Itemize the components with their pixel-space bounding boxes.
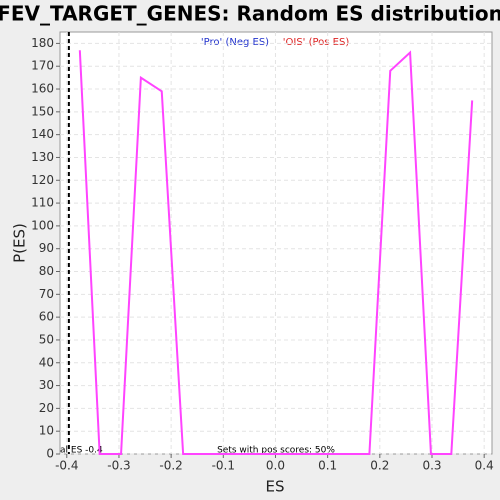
x-tick-label: 0.4: [475, 459, 494, 473]
y-tick-label: 30: [39, 378, 54, 392]
y-tick-label: 140: [31, 127, 54, 141]
y-tick-label: 70: [39, 287, 54, 301]
y-tick-label: 40: [39, 355, 54, 369]
x-tick-label: 0.2: [370, 459, 389, 473]
x-tick-label: 0.3: [422, 459, 441, 473]
y-tick-label: 0: [46, 447, 54, 461]
x-tick-label: -0.1: [212, 459, 235, 473]
actual-es-label: al ES -0.4: [60, 446, 103, 456]
pos-label: 'OIS' (Pos ES): [283, 37, 350, 48]
y-tick-label: 170: [31, 59, 54, 73]
y-tick-label: 10: [39, 424, 54, 438]
x-tick-label: -0.2: [159, 459, 182, 473]
y-tick-label: 100: [31, 218, 54, 232]
y-axis-label: P(ES): [11, 223, 29, 263]
y-tick-label: 80: [39, 264, 54, 278]
y-tick-label: 150: [31, 104, 54, 118]
y-tick-label: 60: [39, 310, 54, 324]
y-tick-label: 120: [31, 173, 54, 187]
footnote: Sets with pos scores: 50%: [217, 446, 335, 456]
chart-title: FEV_TARGET_GENES: Random ES distribution: [0, 2, 500, 26]
x-tick-label: 0.1: [318, 459, 337, 473]
y-tick-label: 20: [39, 401, 54, 415]
x-tick-label: -0.4: [55, 459, 78, 473]
y-tick-label: 130: [31, 150, 54, 164]
y-tick-label: 90: [39, 241, 54, 255]
y-tick-label: 110: [31, 196, 54, 210]
y-tick-label: 160: [31, 82, 54, 96]
y-tick-label: 50: [39, 332, 54, 346]
neg-label: 'Pro' (Neg ES): [201, 37, 269, 48]
x-tick-label: 0.0: [266, 459, 285, 473]
y-tick-label: 180: [31, 36, 54, 50]
x-tick-label: -0.3: [107, 459, 130, 473]
series-line: [78, 50, 474, 455]
x-axis-label: ES: [266, 478, 285, 496]
